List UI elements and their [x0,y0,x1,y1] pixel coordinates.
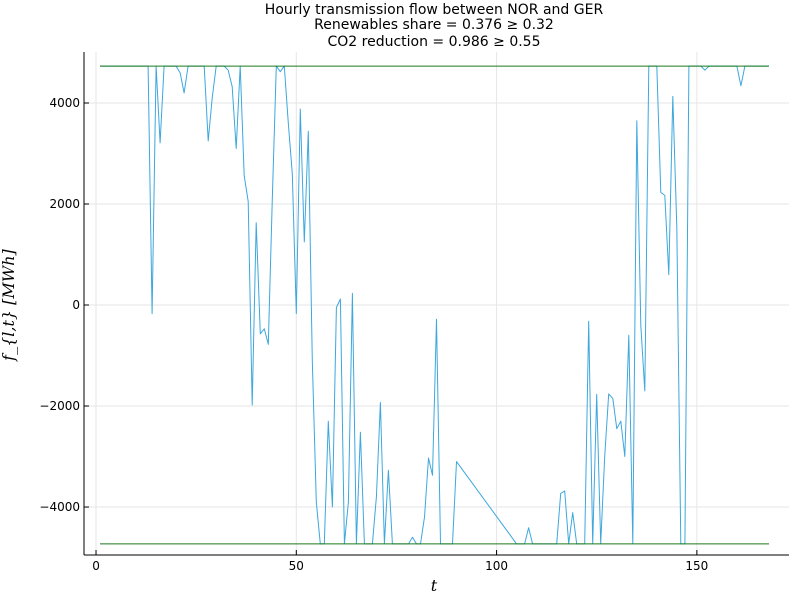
series-layer [100,65,769,545]
y-tick-label: 2000 [49,197,80,211]
y-axis-label: f_{l,t} [MWh] [0,248,18,361]
y-ticks: −4000 −2000 0 2000 4000 [39,96,89,514]
chart-title: Hourly transmission flow between NOR and… [265,2,604,50]
chart-title-line-3: CO2 reduction = 0.986 ≥ 0.55 [327,34,540,50]
y-tick-label: 0 [72,298,80,312]
x-ticks: 0 50 100 150 [92,550,708,573]
x-tick-label: 0 [92,559,100,573]
y-tick-label: 4000 [49,96,80,110]
x-tick-label: 150 [685,559,708,573]
y-tick-label: −2000 [39,399,80,413]
axes [83,52,789,556]
chart-title-line-2: Renewables share = 0.376 ≥ 0.32 [314,17,554,33]
x-tick-label: 50 [289,559,304,573]
x-tick-label: 100 [485,559,508,573]
chart-title-line-1: Hourly transmission flow between NOR and… [265,2,604,18]
y-tick-label: −4000 [39,500,80,514]
grid [84,52,789,555]
x-axis-label: t [431,576,438,595]
